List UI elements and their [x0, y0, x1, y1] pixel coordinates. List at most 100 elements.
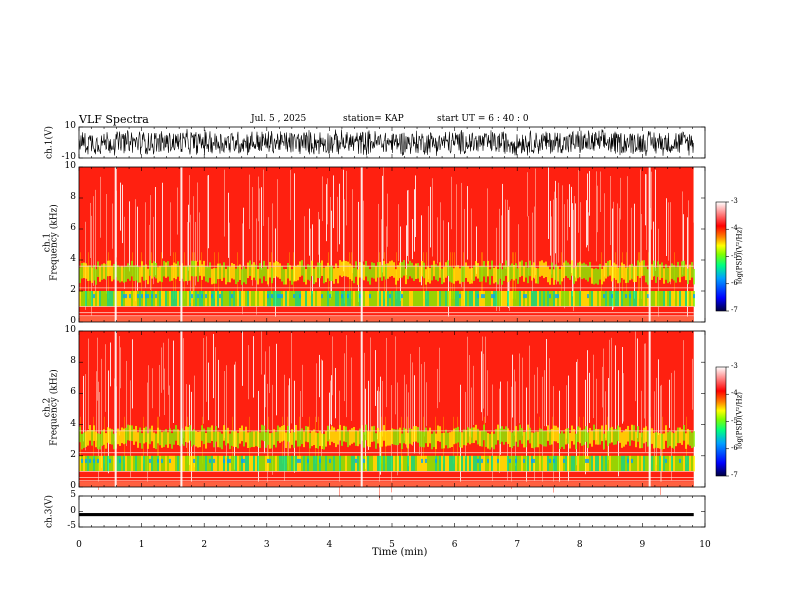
spectrogram-band	[225, 291, 227, 307]
spectrogram-band	[481, 291, 483, 307]
spectrogram-band	[203, 428, 205, 445]
spectrogram-streak	[485, 336, 486, 423]
spectrogram-streak	[148, 365, 149, 444]
spectrogram-band	[331, 291, 333, 307]
spectrogram-band	[85, 431, 87, 447]
spectrogram-band	[121, 291, 123, 307]
spectrogram-band	[533, 432, 535, 449]
spectrogram-band	[615, 264, 617, 280]
spectrogram-band	[603, 294, 605, 299]
spectrogram-band	[239, 427, 241, 444]
spectrogram-band	[525, 431, 527, 448]
spectrogram-band	[271, 291, 273, 307]
y-tick-label: 8	[70, 356, 76, 367]
spectrogram-band	[141, 294, 143, 299]
spectrogram-band	[521, 260, 523, 276]
spectrogram-band	[117, 455, 119, 472]
spectrogram-band	[363, 455, 365, 472]
spectrogram-band	[533, 458, 535, 463]
spectrogram-band	[171, 291, 173, 307]
spectrogram-band	[505, 291, 507, 307]
spectrogram-band	[165, 455, 167, 472]
spectrogram-band	[119, 266, 121, 283]
spectrogram-band	[439, 455, 441, 472]
spectrogram-band	[609, 455, 611, 472]
spectrogram-streak	[512, 354, 513, 418]
spectrogram-band	[379, 291, 381, 307]
spectrogram-band	[199, 431, 201, 448]
spectrogram-band	[687, 428, 689, 445]
spectrogram-band	[343, 455, 345, 472]
spectrogram-band	[241, 425, 243, 442]
y-tick-label: 6	[70, 223, 76, 233]
spectrogram-band	[313, 455, 315, 472]
spectrogram-band	[141, 433, 143, 449]
spectrogram-band	[331, 426, 333, 442]
spectrogram-band	[103, 291, 105, 307]
spectrogram-band	[611, 265, 613, 282]
spectrogram-band	[223, 425, 225, 441]
spectrogram-streak	[110, 342, 111, 387]
spectrogram-band	[379, 261, 381, 278]
spectrogram-band	[363, 264, 365, 281]
spectrogram-band	[311, 260, 313, 277]
spectrogram-band	[565, 455, 567, 472]
spectrogram-band	[107, 427, 109, 443]
spectrogram-streak	[419, 347, 420, 455]
spectrogram-streak	[310, 228, 311, 296]
spectrogram-band	[641, 260, 643, 277]
spectrogram-band	[563, 458, 565, 463]
spectrogram-streak	[261, 331, 262, 375]
spectrogram-streak	[351, 357, 352, 421]
spectrogram-streak	[623, 373, 624, 422]
spectrogram-band	[255, 430, 257, 447]
spectrogram-band	[691, 455, 693, 472]
spectrogram-band	[213, 291, 215, 307]
spectrogram-streak	[215, 347, 216, 452]
spectrogram-band	[291, 429, 293, 445]
spectrogram-band	[191, 430, 193, 447]
spectrogram-band	[121, 455, 123, 472]
spectrogram-band	[177, 261, 179, 277]
spectrogram-streak	[439, 347, 440, 403]
spectrogram-band	[631, 458, 633, 463]
spectrogram-band	[227, 458, 229, 463]
spectrogram-band	[185, 426, 187, 442]
spectrogram-band	[549, 429, 551, 446]
spectrogram-streak	[656, 377, 657, 465]
spectrogram-band	[101, 455, 103, 472]
spectrogram-band	[281, 291, 283, 307]
spectrogram-band	[311, 430, 313, 447]
spectrogram-band	[583, 429, 585, 445]
spectrogram-band	[291, 291, 293, 307]
spectrogram-band	[609, 260, 611, 276]
ch1-trace	[78, 128, 694, 156]
spectrogram-band	[187, 427, 189, 443]
spectrogram-band	[659, 291, 661, 307]
spectrogram-band	[121, 265, 123, 282]
spectrogram-band	[411, 455, 413, 472]
colorbar-tick-label: -6	[731, 443, 738, 452]
date-label: Jul. 5 , 2025	[251, 114, 307, 124]
spectrogram-streak	[290, 170, 291, 221]
spectrogram-band	[641, 432, 643, 449]
spectrogram-band	[581, 455, 583, 472]
spectrogram-band	[369, 431, 371, 448]
spectrogram-band	[205, 294, 207, 299]
spectrogram-band	[433, 455, 435, 472]
spectrogram-band	[109, 455, 111, 472]
spectrogram-band	[371, 262, 373, 278]
spectrogram-band	[587, 432, 589, 448]
spectrogram-band	[447, 260, 449, 276]
spectrogram-band	[467, 455, 469, 472]
spectrogram-band	[597, 291, 599, 307]
spectrogram-band	[335, 291, 337, 307]
spectrogram-band	[397, 429, 399, 445]
spectrogram-band	[423, 431, 425, 448]
spectrogram-band	[329, 291, 331, 307]
spectrogram-band	[199, 260, 201, 276]
spectrogram-streak	[108, 370, 109, 474]
x-tick-label: 4	[326, 540, 333, 550]
spectrogram-band	[105, 291, 107, 307]
spectrogram-band	[627, 458, 629, 463]
